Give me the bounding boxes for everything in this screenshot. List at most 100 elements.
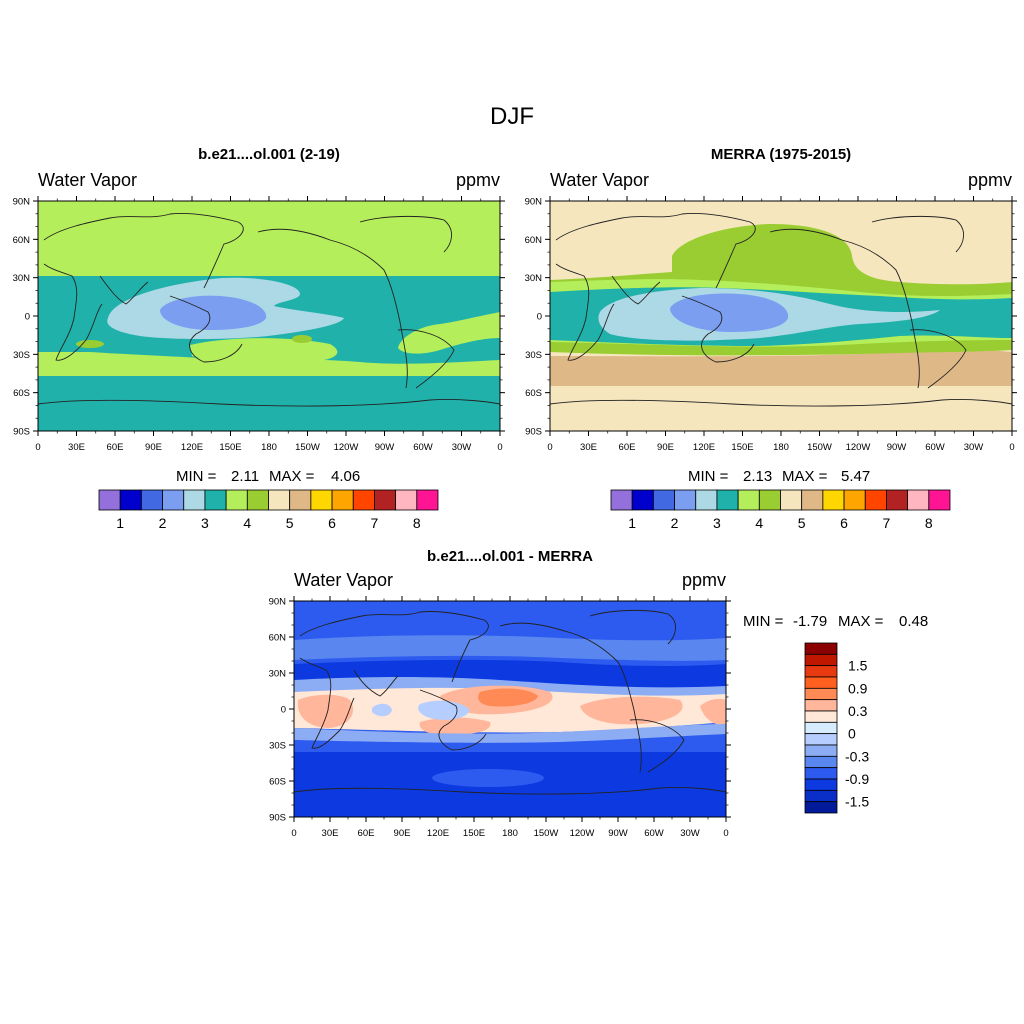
lon-tick-label: 30E — [68, 442, 85, 453]
lat-tick-label: 60N — [13, 235, 31, 246]
panel-model-stats: MIN = 2.11 MAX = 4.06 — [176, 468, 360, 485]
lon-tick-label: 150W — [534, 828, 559, 839]
panel-merra-max-value: 5.47 — [841, 468, 870, 485]
colorbar-label: 7 — [883, 515, 891, 531]
colorbar-swatch — [246, 489, 269, 511]
colorbar-swatch — [928, 489, 951, 511]
colorbar-swatch — [374, 489, 397, 511]
panel-diff-min-label: MIN = — [743, 613, 784, 630]
colorbar-swatch — [610, 489, 633, 511]
map-fill-band-antarctic — [38, 404, 500, 431]
panel-diff-map — [294, 601, 726, 817]
map-fill-band-tan — [550, 349, 1012, 386]
panel-model-max-label: MAX = — [269, 468, 315, 485]
panel-merra-min-label: MIN = — [688, 468, 729, 485]
panel-diff-stats: MIN = -1.79 MAX = 0.48 — [743, 613, 928, 630]
lat-tick-label: 60N — [525, 235, 543, 246]
colorbar-label: 1.5 — [848, 658, 868, 674]
map-fill-band-tropics-orange — [297, 685, 726, 735]
colorbar-swatch — [780, 489, 803, 511]
lon-tick-label: 120W — [334, 442, 359, 453]
colorbar-swatch — [804, 801, 838, 814]
panel-diff: b.e21....ol.001 - MERRA Water Vapor ppmv — [269, 548, 929, 839]
lat-tick-label: 30N — [525, 273, 543, 284]
panel-diff-variable-label: Water Vapor — [294, 570, 393, 590]
lon-tick-label: 120E — [181, 442, 203, 453]
lon-tick-label: 0 — [1009, 442, 1014, 453]
lon-tick-label: 90W — [375, 442, 395, 453]
lat-tick-label: 0 — [281, 705, 286, 716]
panel-model-map — [38, 201, 500, 431]
colorbar-label: 6 — [328, 515, 336, 531]
colorbar-swatch — [804, 687, 838, 701]
map-fill-band-tropics-deep-orange — [478, 688, 538, 707]
panel-model-variable-label: Water Vapor — [38, 170, 137, 190]
lat-tick-label: 30S — [269, 741, 286, 752]
colorbar-label: 3 — [713, 515, 721, 531]
panel-diff-colorbar: 1.5 0.9 0.3 0 -0.3 -0.9 -1.5 — [804, 642, 869, 814]
colorbar-label: 8 — [925, 515, 933, 531]
colorbar-swatch — [804, 721, 838, 735]
colorbar-label: 1 — [116, 515, 124, 531]
colorbar-swatch — [804, 767, 838, 780]
colorbar-swatch — [907, 489, 930, 511]
lon-tick-label: 180 — [773, 442, 789, 453]
map-fill-band-blue-core — [160, 295, 267, 330]
lon-tick-label: 60E — [358, 828, 375, 839]
panel-merra-min-value: 2.13 — [743, 468, 772, 485]
map-fill-spot-olive — [292, 335, 312, 343]
lon-tick-label: 0 — [291, 828, 296, 839]
colorbar-swatch — [864, 489, 887, 511]
lon-tick-label: 120W — [570, 828, 595, 839]
colorbar-swatch — [652, 489, 675, 511]
map-fill-band-north-mid — [294, 635, 726, 661]
lon-tick-label: 30W — [452, 442, 472, 453]
colorbar-swatch — [268, 489, 291, 511]
lon-tick-label: 120E — [427, 828, 449, 839]
panel-model-axes: 90N 60N 30N 0 30S 60S 90S 0 30E 60E 90E 120E 150E 180… — [13, 196, 505, 453]
panel-model-min-label: MIN = — [176, 468, 217, 485]
panel-merra: MERRA (1975-2015) Water Vapor ppmv — [525, 146, 1017, 531]
lon-tick-label: 60W — [925, 442, 945, 453]
lon-tick-label: 0 — [35, 442, 40, 453]
colorbar-swatch — [140, 489, 163, 511]
map-fill-spot-olive-africa — [76, 340, 104, 348]
panel-merra-max-label: MAX = — [782, 468, 828, 485]
lon-tick-label: 30E — [580, 442, 597, 453]
lon-tick-label: 0 — [547, 442, 552, 453]
lon-tick-label: 150E — [219, 442, 241, 453]
colorbar-swatch — [416, 489, 439, 511]
panel-merra-map — [550, 201, 1012, 431]
lat-tick-label: 90N — [525, 197, 543, 208]
lon-tick-label: 90E — [657, 442, 674, 453]
colorbar-swatch — [716, 489, 739, 511]
lat-tick-label: 60N — [269, 633, 287, 644]
colorbar-swatch — [631, 489, 654, 511]
colorbar-swatch — [204, 489, 227, 511]
colorbar-label: 6 — [840, 515, 848, 531]
panel-merra-colorbar: 1 2 3 4 5 6 7 8 — [610, 489, 951, 531]
panel-diff-title: b.e21....ol.001 - MERRA — [427, 548, 593, 565]
colorbar-swatch — [804, 733, 838, 746]
colorbar-label: 0 — [848, 726, 856, 742]
coastlines — [550, 213, 1012, 407]
lat-tick-label: 60S — [13, 388, 30, 399]
colorbar-label: 3 — [201, 515, 209, 531]
colorbar-swatch — [758, 489, 781, 511]
lon-tick-label: 90E — [145, 442, 162, 453]
lon-tick-label: 30W — [964, 442, 984, 453]
panel-merra-unit-label: ppmv — [968, 170, 1012, 190]
colorbar-swatch — [162, 489, 185, 511]
panel-diff-axes: 90N 60N 30N 0 30S 60S 90S 0 30E 60E 90E 120E 150E 180… — [269, 596, 731, 839]
colorbar-swatch — [822, 489, 845, 511]
lon-tick-label: 60W — [644, 828, 664, 839]
colorbar-swatch — [804, 755, 838, 769]
lat-tick-label: 30S — [13, 350, 30, 361]
lat-tick-label: 30S — [525, 350, 542, 361]
lon-tick-label: 90W — [608, 828, 628, 839]
colorbar-label: 0.9 — [848, 680, 868, 696]
colorbar-label: 4 — [243, 515, 251, 531]
panel-diff-min-value: -1.79 — [793, 613, 827, 630]
coastlines — [38, 213, 500, 407]
